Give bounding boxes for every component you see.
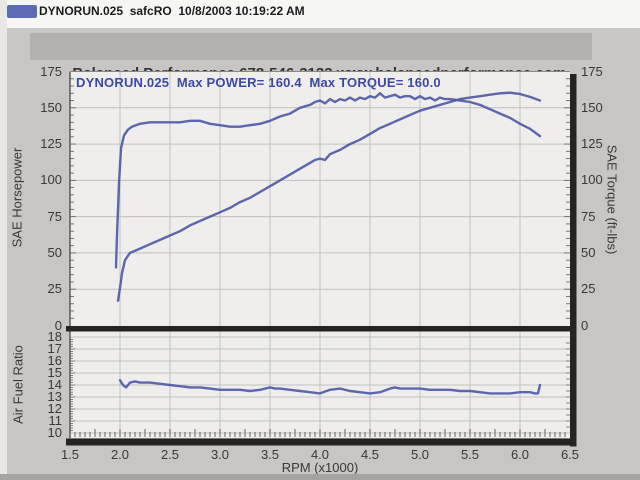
- torque-curve: [114, 92, 542, 269]
- scan-bottom-edge: [0, 474, 640, 480]
- hp-axis-title: SAE Horsepower: [9, 147, 25, 248]
- run-title: DYNORUN.025 safcRO 10/8/2003 10:19:22 AM: [39, 4, 305, 18]
- power-curve: [116, 91, 542, 302]
- rpm-axis-title: RPM (x1000): [281, 460, 359, 475]
- scan-top-strip: [0, 0, 640, 28]
- afr-axis-title: Air Fuel Ratio: [10, 345, 26, 424]
- scan-left-edge: [0, 0, 7, 480]
- run-color-chip-icon: [7, 5, 37, 18]
- afr-curve: [118, 379, 542, 395]
- chart-annotation: DYNORUN.025 Max POWER= 160.4 Max TORQUE=…: [76, 75, 441, 90]
- torque-axis-title: SAE Torque (ft-lbs): [604, 144, 620, 255]
